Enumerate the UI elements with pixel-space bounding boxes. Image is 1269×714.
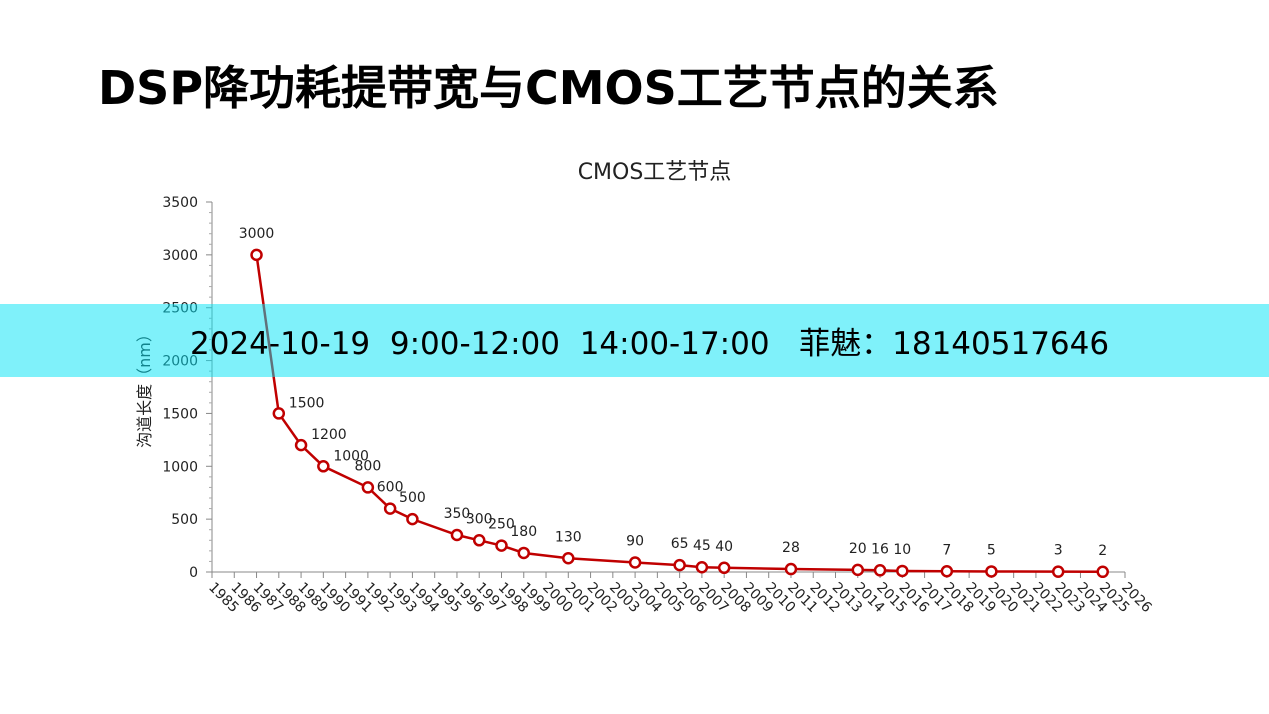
data-point <box>361 481 375 494</box>
data-label: 350 <box>444 506 471 522</box>
data-point <box>250 248 263 262</box>
data-point <box>272 407 286 420</box>
data-point <box>1051 565 1065 578</box>
chart-series <box>250 248 1109 579</box>
data-label: 20 <box>849 541 867 557</box>
data-label: 16 <box>871 541 889 557</box>
data-label: 250 <box>488 517 515 533</box>
data-point <box>896 564 909 578</box>
data-label: 500 <box>399 490 426 506</box>
data-point <box>562 552 575 565</box>
data-point <box>851 563 865 577</box>
data-label: 600 <box>377 480 404 496</box>
data-label: 180 <box>510 524 537 540</box>
watermark-banner <box>0 304 1269 377</box>
data-point <box>673 558 686 572</box>
data-point <box>940 565 954 578</box>
data-label: 28 <box>782 540 800 556</box>
data-label: 10 <box>893 542 911 558</box>
data-label: 1000 <box>333 448 369 464</box>
data-label: 40 <box>715 539 733 555</box>
data-label: 3000 <box>239 226 275 242</box>
data-label: 65 <box>671 536 689 552</box>
data-point <box>628 556 642 569</box>
data-label: 3 <box>1054 543 1063 559</box>
series-line <box>255 254 1103 574</box>
y-tick-label: 1000 <box>162 459 198 475</box>
data-label: 7 <box>942 542 951 558</box>
banner-text: 2024-10-19 9:00-12:00 14:00-17:00 菲魅：181… <box>190 326 1110 362</box>
data-label: 800 <box>355 458 382 474</box>
data-point <box>985 565 998 578</box>
data-point <box>1096 565 1109 579</box>
data-label: 5 <box>987 542 996 558</box>
data-label: 90 <box>626 533 644 549</box>
data-point <box>472 534 486 547</box>
chart-ticks: 0500100015002000250030003500198519861987… <box>162 195 1154 616</box>
data-label: 1200 <box>311 427 347 443</box>
y-tick-label: 0 <box>189 565 198 581</box>
data-point <box>406 512 419 526</box>
y-tick-label: 500 <box>171 512 198 528</box>
y-tick-label: 1500 <box>162 406 198 422</box>
data-point <box>317 460 330 473</box>
data-point <box>717 561 731 575</box>
data-point <box>517 546 531 560</box>
data-point <box>450 528 464 542</box>
data-point <box>294 438 308 452</box>
data-label: 2 <box>1098 543 1107 559</box>
data-label: 1500 <box>289 395 325 411</box>
data-point <box>383 502 397 515</box>
data-label: 130 <box>555 529 582 545</box>
chart-axes <box>211 202 1125 573</box>
y-tick-label: 3000 <box>162 248 198 264</box>
data-point <box>784 562 798 576</box>
data-point <box>495 539 508 552</box>
slide-title: DSP降功耗提带宽与CMOS工艺节点的关系 <box>98 61 999 115</box>
y-tick-label: 3500 <box>162 195 198 211</box>
data-point <box>873 564 887 577</box>
data-label: 45 <box>693 538 711 554</box>
data-label: 300 <box>466 511 493 527</box>
chart-title: CMOS工艺节点 <box>577 160 732 185</box>
data-point <box>695 560 709 574</box>
